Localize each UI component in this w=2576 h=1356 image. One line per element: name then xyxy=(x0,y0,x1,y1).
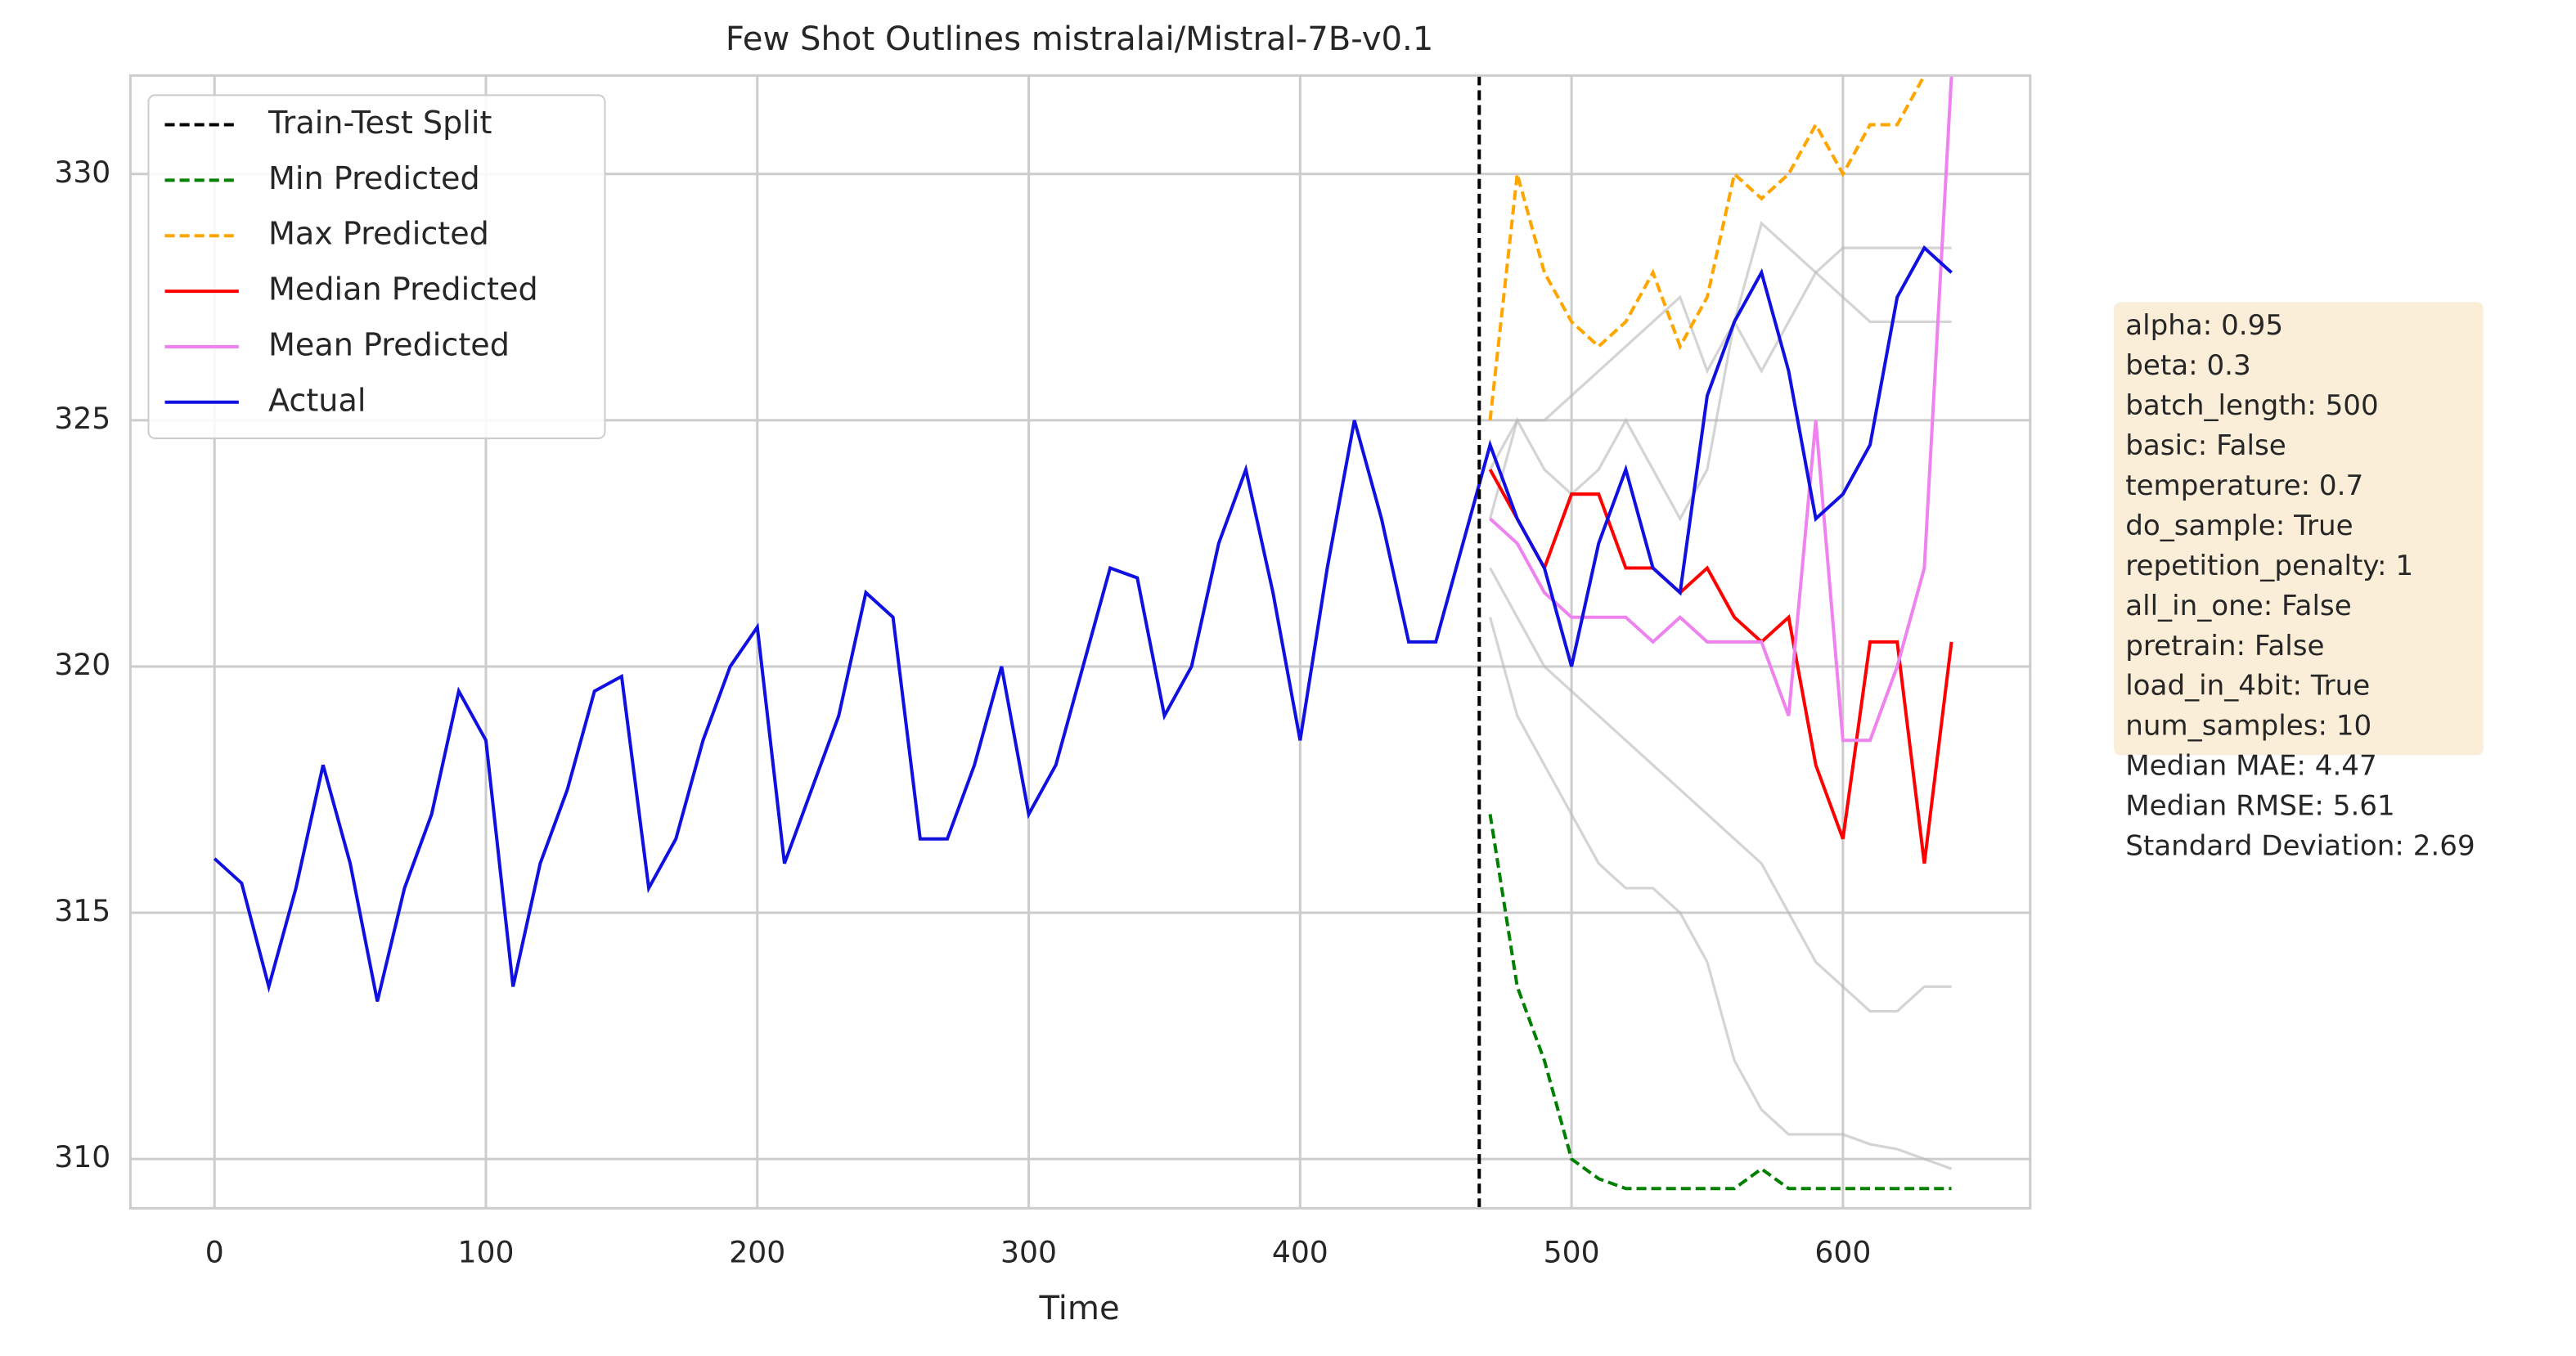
y-tick-label: 320 xyxy=(54,647,110,682)
y-tick-label: 325 xyxy=(54,401,110,436)
series-line xyxy=(1488,75,1926,421)
annotation-line: basic: False xyxy=(2125,429,2286,462)
series-line xyxy=(213,245,1953,1002)
annotation-line: repetition_penalty: 1 xyxy=(2125,550,2413,582)
annotation-line: all_in_one: False xyxy=(2125,590,2352,622)
chart-title: Few Shot Outlines mistralai/Mistral-7B-v… xyxy=(726,20,1433,58)
annotation-line: num_samples: 10 xyxy=(2125,710,2371,743)
legend-label: Median Predicted xyxy=(268,272,538,308)
y-tick-label: 315 xyxy=(54,893,110,928)
lines xyxy=(213,75,1953,1209)
grid xyxy=(130,75,2030,1209)
annotation-line: Median RMSE: 5.61 xyxy=(2125,790,2395,823)
x-tick-label: 300 xyxy=(1000,1235,1057,1270)
legend-label: Mean Predicted xyxy=(268,326,510,362)
sample-line xyxy=(1489,221,1952,470)
y-tick-label: 310 xyxy=(54,1139,110,1174)
series-line xyxy=(1489,75,1953,743)
annotation-box xyxy=(2114,302,2484,756)
x-tick-label: 500 xyxy=(1544,1235,1600,1270)
legend: Train-Test Split Min Predicted Max Predict… xyxy=(164,105,538,418)
legend-label: Train-Test Split xyxy=(267,105,492,141)
annotation-line: pretrain: False xyxy=(2125,630,2324,662)
x-tick-label: 200 xyxy=(729,1235,785,1270)
y-tick-label: 330 xyxy=(54,155,110,190)
legend-box xyxy=(147,94,606,439)
legend-label: Actual xyxy=(268,382,366,418)
x-tick-label: 100 xyxy=(458,1235,515,1270)
plot-frame xyxy=(128,74,2032,1210)
annotation-line: beta: 0.3 xyxy=(2125,349,2251,382)
annotation-line: Median MAE: 4.47 xyxy=(2125,750,2377,783)
sample-line xyxy=(1489,567,1952,1013)
annotation-line: temperature: 0.7 xyxy=(2125,469,2363,502)
annotation: alpha: 0.95 beta: 0.3 batch_length: 500 bas… xyxy=(2125,309,2475,863)
x-tick-label: 600 xyxy=(1814,1235,1871,1270)
sample-line xyxy=(1489,270,1952,522)
x-tick-label: 400 xyxy=(1272,1235,1328,1270)
series-line xyxy=(1488,469,1953,864)
annotation-line: do_sample: True xyxy=(2125,510,2353,542)
legend-label: Min Predicted xyxy=(268,160,480,196)
annotation-line: alpha: 0.95 xyxy=(2125,309,2283,342)
legend-label: Max Predicted xyxy=(268,216,489,252)
sample-line xyxy=(1489,617,1953,1170)
annotation-line: Standard Deviation: 2.69 xyxy=(2125,830,2475,863)
annotation-line: load_in_4bit: True xyxy=(2125,670,2370,703)
x-axis-label: Time xyxy=(1038,1290,1119,1327)
x-tick-label: 0 xyxy=(205,1235,224,1270)
annotation-line: batch_length: 500 xyxy=(2125,389,2379,422)
